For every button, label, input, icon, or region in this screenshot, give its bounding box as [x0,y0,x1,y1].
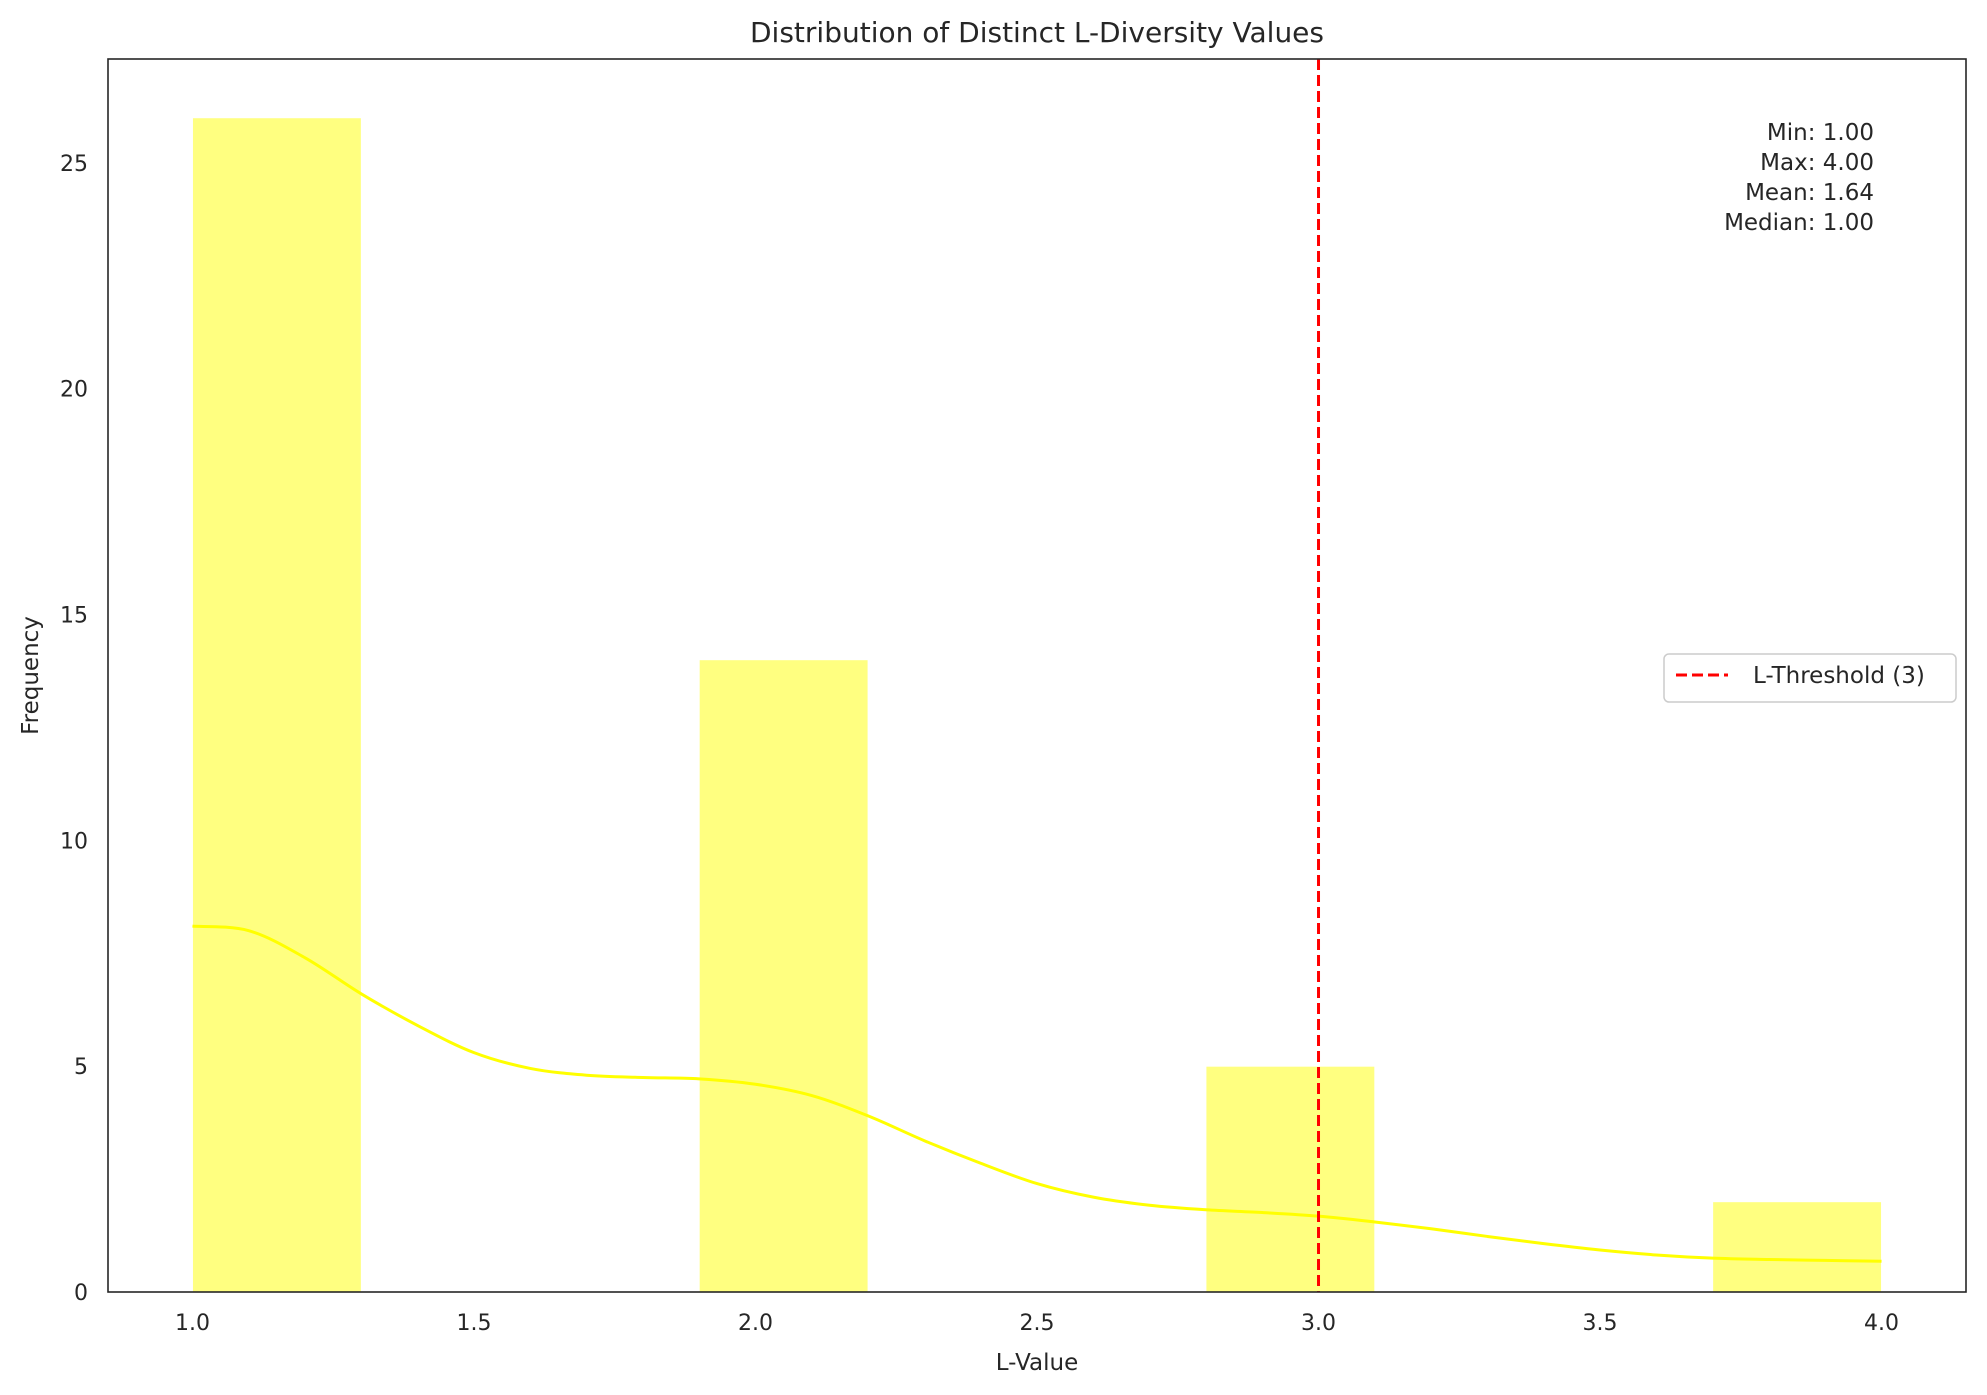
legend-label: L-Threshold (3) [1753,663,1925,689]
y-tick-label: 0 [74,1281,88,1306]
y-tick-label: 25 [60,152,88,177]
legend-box [1663,653,1957,703]
y-ticks: 0 5 10 15 20 25 [60,152,88,1306]
plot-frame [107,58,1967,1293]
legend: L-Threshold (3) [1663,653,1957,703]
stats-line: Max: 4.00 [1760,150,1874,176]
y-tick-label: 10 [60,829,88,854]
chart-title: Distribution of Distinct L-Diversity Val… [750,16,1324,49]
histogram-bar [1205,1065,1376,1293]
bars-layer [191,117,1883,1293]
stats-line: Min: 1.00 [1767,120,1874,146]
histogram-bar [1712,1201,1883,1293]
histogram-bar [698,659,869,1293]
stats-box: Min: 1.00 Max: 4.00 Mean: 1.64 Median: 1.00 [1724,120,1874,236]
x-tick-label: 1.5 [456,1311,491,1336]
stats-line: Mean: 1.64 [1745,180,1874,206]
x-tick-label: 3.5 [1583,1311,1618,1336]
x-tick-label: 2.0 [738,1311,773,1336]
x-tick-label: 4.0 [1864,1311,1899,1336]
x-ticks: 1.0 1.5 2.0 2.5 3.0 3.5 4.0 [175,1311,1899,1336]
x-tick-label: 1.0 [175,1311,210,1336]
y-tick-label: 5 [74,1055,88,1080]
x-tick-label: 3.0 [1301,1311,1336,1336]
axes-layer [107,58,1967,1293]
x-tick-label: 2.5 [1020,1311,1055,1336]
y-axis-label: Frequency [18,616,44,735]
kde-line [192,924,1882,1263]
y-tick-label: 15 [60,604,88,629]
x-axis-label: L-Value [996,1350,1079,1376]
y-tick-label: 20 [60,378,88,403]
kde-layer [192,924,1882,1263]
stats-line: Median: 1.00 [1724,210,1874,236]
histogram-bar [191,117,362,1293]
